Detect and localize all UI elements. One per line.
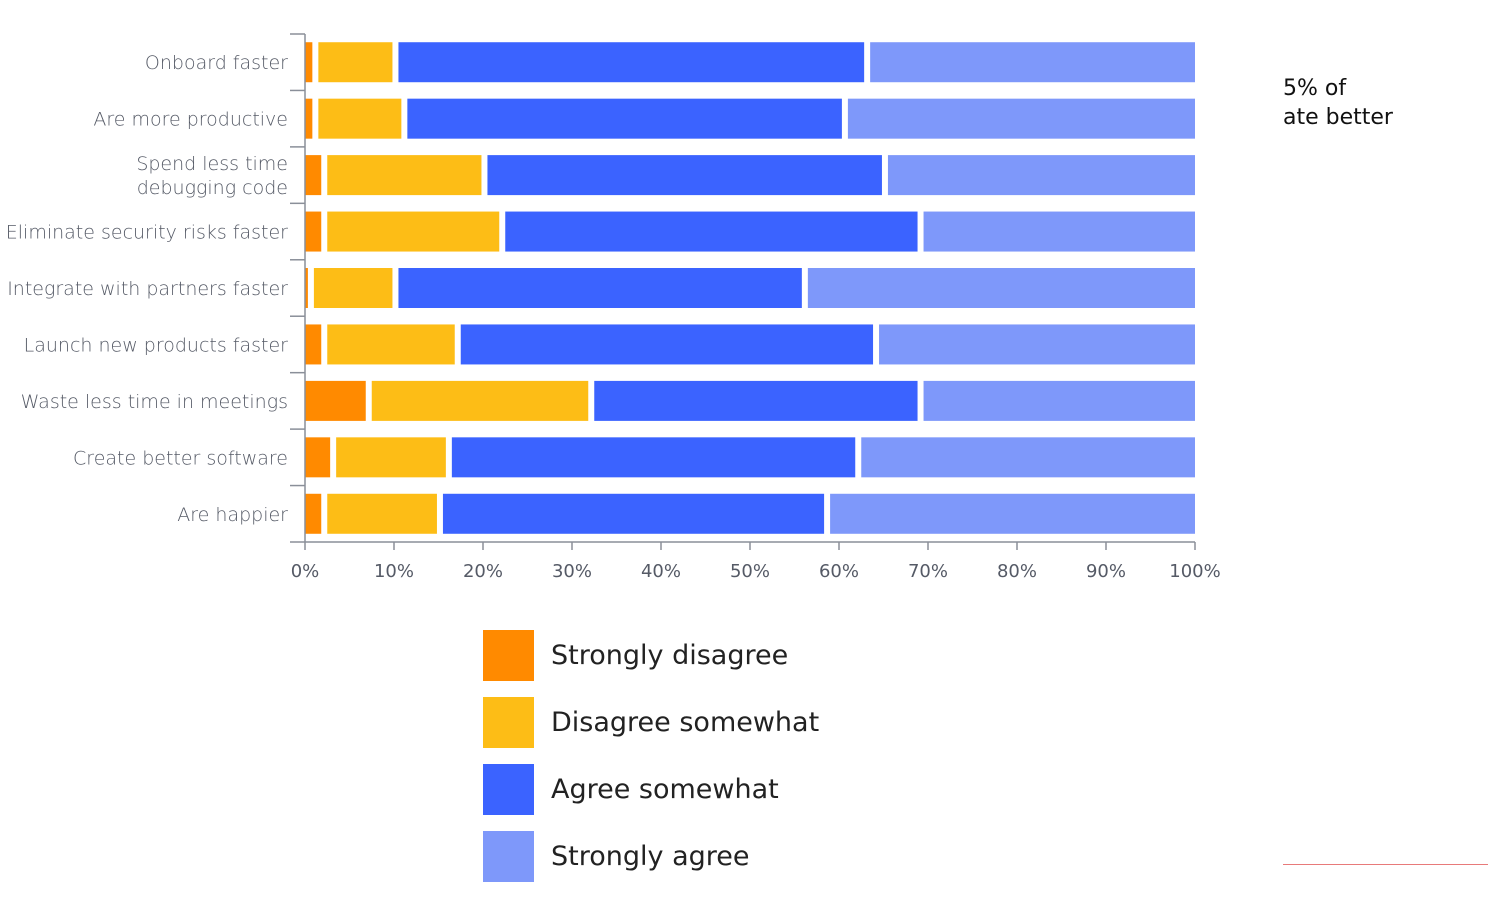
bar-segment: [318, 98, 402, 139]
x-tick-label: 10%: [374, 561, 414, 582]
bar-segment: [398, 268, 802, 308]
category-label: Eliminate security risks faster: [6, 222, 288, 244]
bar-segment: [923, 380, 1195, 421]
bar-segment: [407, 98, 842, 139]
bar-segment: [305, 211, 322, 252]
legend-item-strongly-disagree: Strongly disagree: [483, 630, 819, 681]
stacked-bar-chart: Onboard faster Are more productive Spend l…: [6, 33, 1221, 582]
bar-segment: [460, 324, 874, 365]
legend-label: Strongly disagree: [551, 640, 789, 671]
side-note-line-1: 5% of: [1283, 76, 1347, 101]
category-label: Create better software: [73, 447, 288, 469]
bar-segment: [327, 493, 437, 534]
divider-line: [1283, 864, 1488, 865]
x-tick-label: 80%: [997, 561, 1037, 582]
bar-segment: [336, 437, 446, 478]
category-label: Integrate with partners faster: [7, 278, 288, 300]
legend-item-agree-somewhat: Agree somewhat: [483, 764, 819, 815]
category-label: Are happier: [177, 504, 288, 526]
bar-segment: [305, 324, 322, 365]
legend-swatch: [483, 630, 534, 681]
bar-segment: [847, 98, 1195, 139]
side-note-line-2: ate better: [1283, 105, 1393, 130]
bar-segment: [318, 42, 393, 83]
bar-segment: [870, 42, 1195, 83]
category-label: Onboard faster: [145, 52, 288, 74]
bar-segment: [305, 98, 313, 139]
bar-segment: [487, 155, 882, 196]
legend-label: Strongly agree: [551, 841, 750, 872]
category-label: Spend less time: [136, 153, 288, 175]
legend-swatch: [483, 764, 534, 815]
legend-swatch: [483, 697, 534, 748]
bar-segment: [313, 268, 393, 308]
side-note: 5% of ate better: [1283, 74, 1393, 132]
x-tick-label: 30%: [552, 561, 592, 582]
bar-segment: [923, 211, 1195, 252]
legend-label: Agree somewhat: [551, 774, 779, 805]
bar-segment: [861, 437, 1195, 478]
bar-segment: [305, 42, 313, 83]
bar-segment: [451, 437, 856, 478]
x-tick-label: 60%: [819, 561, 859, 582]
bar-segment: [398, 42, 865, 83]
category-label: Launch new products faster: [24, 334, 289, 356]
bar-segment: [594, 380, 918, 421]
bar-segment: [305, 380, 366, 421]
bar-segment: [327, 155, 482, 196]
category-label: Waste less time in meetings: [21, 391, 288, 413]
x-tick-label: 20%: [463, 561, 503, 582]
bar-segment: [305, 268, 308, 308]
bar-segment: [807, 268, 1195, 308]
x-tick-label: 70%: [908, 561, 948, 582]
bar-segment: [442, 493, 825, 534]
bar-segment: [305, 155, 322, 196]
chart-legend: Strongly disagree Disagree somewhat Agre…: [483, 630, 819, 898]
bar-segment: [887, 155, 1195, 196]
bar-segment: [305, 493, 322, 534]
bar-segment: [305, 437, 331, 478]
bar-segment: [371, 380, 589, 421]
category-label: debugging code: [137, 177, 288, 199]
bar-segment: [879, 324, 1195, 365]
x-tick-label: 40%: [641, 561, 681, 582]
bar-segment: [327, 211, 500, 252]
x-tick-label: 0%: [291, 561, 320, 582]
x-tick-label: 90%: [1086, 561, 1126, 582]
legend-swatch: [483, 831, 534, 882]
legend-item-disagree-somewhat: Disagree somewhat: [483, 697, 819, 748]
x-tick-label: 100%: [1169, 561, 1220, 582]
bar-segment: [327, 324, 455, 365]
category-label: Are more productive: [93, 109, 288, 131]
bar-segment: [830, 493, 1195, 534]
legend-item-strongly-agree: Strongly agree: [483, 831, 819, 882]
bar-segment: [505, 211, 918, 252]
legend-label: Disagree somewhat: [551, 707, 820, 738]
x-tick-label: 50%: [730, 561, 770, 582]
